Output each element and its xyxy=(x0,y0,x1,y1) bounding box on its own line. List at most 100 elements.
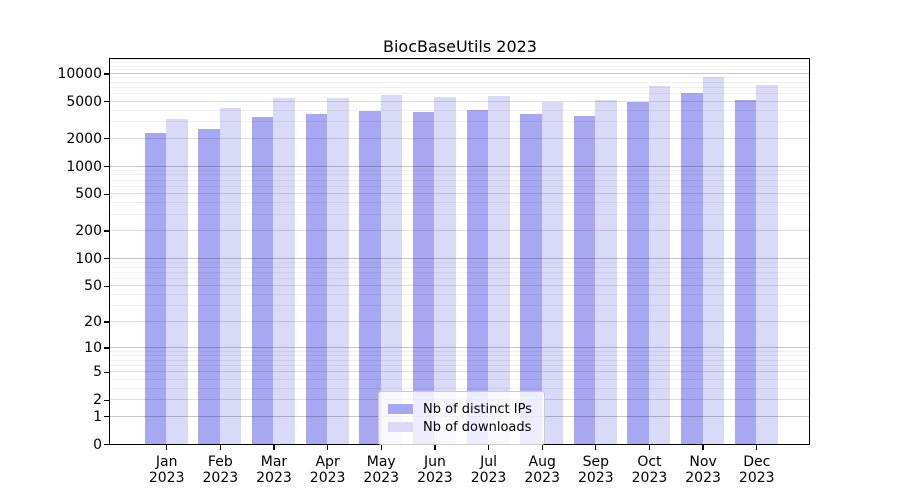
legend: Nb of distinct IPs Nb of downloads xyxy=(378,391,545,445)
gridline-2000 xyxy=(110,137,809,139)
gridline-minor-4000 xyxy=(110,109,809,111)
y-tick-label-1000: 1000 xyxy=(66,158,102,175)
bar-distinct-ips-jan xyxy=(144,133,167,444)
y-tick-50 xyxy=(104,285,109,287)
gridline-5 xyxy=(110,371,809,373)
bar-downloads-nov xyxy=(702,77,725,444)
x-tick-month-aug: Aug xyxy=(528,454,556,470)
gridline-20 xyxy=(110,320,809,322)
x-tick-month-nov: Nov xyxy=(689,454,717,470)
x-tick-year-jan: 2023 xyxy=(148,470,185,486)
gridline-minor-90 xyxy=(110,261,809,263)
x-tick-mar xyxy=(273,445,275,450)
gridline-minor-14000 xyxy=(110,59,809,61)
x-tick-label-mar: Mar 2023 xyxy=(232,454,316,486)
x-tick-oct xyxy=(648,445,651,450)
x-tick-label-apr: Apr 2023 xyxy=(286,454,370,486)
y-tick-1 xyxy=(104,415,109,418)
bar-distinct-ips-jul xyxy=(466,110,489,444)
y-tick-label-20: 20 xyxy=(84,313,102,330)
gridline-minor-70 xyxy=(110,271,809,273)
x-tick-label-aug: Aug 2023 xyxy=(500,454,584,486)
y-tick-2 xyxy=(104,399,109,401)
x-tick-apr xyxy=(326,445,329,450)
x-tick-label-nov: Nov 2023 xyxy=(661,454,745,486)
x-tick-month-feb: Feb xyxy=(207,454,233,470)
gridline-minor-400 xyxy=(110,202,809,204)
x-tick-year-jun: 2023 xyxy=(417,470,453,486)
bar-downloads-oct xyxy=(648,86,671,444)
x-tick-month-may: May xyxy=(366,454,396,470)
legend-label-downloads: Nb of downloads xyxy=(423,419,532,435)
x-tick-label-feb: Feb 2023 xyxy=(178,454,262,486)
x-tick-label-jan: Jan 2023 xyxy=(125,454,209,486)
y-tick-5000 xyxy=(104,101,109,103)
x-tick-month-sep: Sep xyxy=(582,454,609,470)
gridline-minor-30 xyxy=(110,305,809,307)
x-tick-month-mar: Mar xyxy=(260,454,288,470)
y-tick-label-100: 100 xyxy=(75,250,102,267)
legend-label-distinct-ips: Nb of distinct IPs xyxy=(423,401,532,417)
gridline-minor-600 xyxy=(110,186,809,188)
x-tick-year-oct: 2023 xyxy=(631,470,668,486)
y-tick-20 xyxy=(104,321,109,323)
bar-distinct-ips-may xyxy=(359,110,381,444)
y-tick-label-1: 1 xyxy=(93,408,102,425)
x-tick-aug xyxy=(541,445,543,450)
bar-distinct-ips-apr xyxy=(305,114,328,444)
x-tick-year-dec: 2023 xyxy=(738,470,775,486)
x-tick-year-nov: 2023 xyxy=(685,470,721,486)
y-tick-label-10: 10 xyxy=(84,340,102,356)
y-tick-label-2: 2 xyxy=(93,392,102,409)
gridline-minor-80 xyxy=(110,266,809,268)
bar-distinct-ips-jun xyxy=(412,111,435,444)
gridline-minor-40 xyxy=(110,294,809,296)
y-tick-label-10000: 10000 xyxy=(57,65,102,82)
x-tick-month-jan: Jan xyxy=(155,454,178,470)
gridline-minor-300 xyxy=(110,213,809,215)
x-tick-jan xyxy=(166,445,168,450)
gridline-50 xyxy=(110,285,809,287)
gridline-minor-11000 xyxy=(110,69,809,71)
x-tick-year-may: 2023 xyxy=(363,470,400,486)
bar-downloads-feb xyxy=(219,107,242,444)
bar-distinct-ips-nov xyxy=(681,92,703,444)
gridline-200 xyxy=(110,230,809,232)
y-tick-label-200: 200 xyxy=(75,223,102,240)
gridline-minor-12000 xyxy=(110,65,809,67)
bar-distinct-ips-feb xyxy=(198,129,220,444)
plot-area xyxy=(109,58,810,445)
gridline-minor-4 xyxy=(110,378,809,380)
bar-downloads-aug xyxy=(541,101,564,444)
x-tick-label-dec: Dec 2023 xyxy=(715,454,799,486)
y-tick-500 xyxy=(104,193,109,195)
y-tick-10000 xyxy=(104,73,109,75)
y-tick-label-5: 5 xyxy=(93,364,102,381)
x-tick-month-apr: Apr xyxy=(315,454,340,470)
x-tick-sep xyxy=(595,445,597,450)
x-tick-month-oct: Oct xyxy=(637,454,662,470)
gridline-500 xyxy=(110,193,809,195)
x-tick-label-oct: Oct 2023 xyxy=(607,454,691,486)
x-tick-nov xyxy=(702,445,704,450)
x-tick-may xyxy=(380,445,382,450)
x-tick-jul xyxy=(487,445,490,450)
gridline-minor-8 xyxy=(110,355,809,357)
bar-downloads-jul xyxy=(488,95,510,444)
y-tick-5 xyxy=(104,371,109,374)
x-tick-year-apr: 2023 xyxy=(309,470,346,486)
x-tick-label-jul: Jul 2023 xyxy=(447,454,531,486)
chart-title: BiocBaseUtils 2023 xyxy=(383,37,537,56)
x-tick-dec xyxy=(756,445,758,450)
y-tick-label-500: 500 xyxy=(75,186,102,203)
bar-distinct-ips-oct xyxy=(627,101,649,444)
bar-distinct-ips-dec xyxy=(734,99,757,444)
x-tick-year-sep: 2023 xyxy=(577,470,614,486)
gridline-minor-3 xyxy=(110,387,809,389)
x-tick-label-sep: Sep 2023 xyxy=(554,454,638,486)
x-tick-year-jul: 2023 xyxy=(470,470,507,486)
gridline-minor-700 xyxy=(110,179,809,181)
x-tick-feb xyxy=(219,445,221,450)
gridline-minor-7 xyxy=(110,359,809,361)
